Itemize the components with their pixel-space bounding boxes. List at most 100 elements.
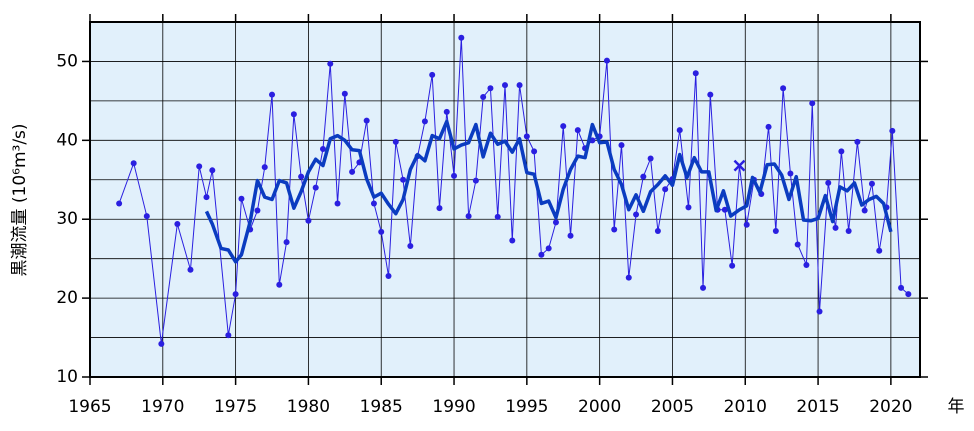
x-tick-label: 1990 — [432, 397, 475, 417]
point-marker — [209, 167, 216, 174]
point-marker — [385, 273, 392, 280]
point-marker — [662, 186, 669, 193]
point-marker — [443, 108, 450, 115]
y-tick-label: 40 — [56, 130, 78, 150]
point-marker — [400, 176, 407, 183]
point-marker — [349, 168, 356, 175]
point-marker — [531, 148, 538, 155]
y-tick-label: 50 — [56, 51, 78, 71]
point-marker — [640, 173, 647, 180]
point-marker — [509, 237, 516, 244]
point-marker — [116, 200, 123, 207]
point-marker — [203, 194, 210, 201]
point-marker — [327, 60, 334, 67]
point-marker — [421, 118, 428, 125]
point-marker — [611, 226, 618, 233]
point-marker — [174, 220, 181, 227]
point-marker — [472, 177, 479, 184]
point-marker — [502, 82, 508, 89]
point-marker — [794, 241, 801, 248]
point-marker — [276, 281, 283, 288]
point-marker — [889, 127, 896, 134]
point-marker — [370, 200, 377, 207]
point-marker — [378, 228, 385, 235]
x-tick-label: 2015 — [796, 397, 839, 417]
point-marker — [618, 142, 625, 149]
point-marker — [765, 123, 772, 130]
point-marker — [825, 179, 832, 186]
x-tick-label: 1965 — [68, 397, 111, 417]
point-marker — [707, 91, 714, 98]
point-marker — [876, 247, 883, 254]
point-marker — [861, 207, 868, 214]
point-marker — [854, 138, 861, 145]
point-marker — [261, 164, 268, 171]
point-marker — [838, 148, 845, 155]
point-marker — [809, 100, 816, 107]
point-marker — [625, 274, 632, 281]
point-marker — [436, 205, 443, 212]
point-marker — [290, 111, 297, 118]
plot-frame — [89, 21, 921, 378]
point-marker — [832, 224, 839, 231]
y-tick-label: 20 — [56, 288, 78, 308]
point-marker — [334, 200, 341, 207]
point-marker — [700, 284, 707, 291]
point-marker — [254, 207, 261, 214]
point-marker — [676, 127, 683, 134]
x-tick-label: 2000 — [578, 397, 621, 417]
point-marker — [298, 173, 305, 180]
point-marker — [729, 262, 736, 269]
point-marker — [196, 163, 203, 170]
point-marker — [305, 217, 312, 224]
point-marker — [487, 85, 494, 92]
x-tick-label: 1970 — [141, 397, 184, 417]
point-marker — [845, 228, 852, 235]
x-axis-unit: 年 — [948, 397, 965, 417]
point-marker — [633, 211, 640, 218]
point-marker — [868, 180, 875, 187]
point-marker — [392, 138, 399, 145]
point-marker — [407, 243, 414, 250]
y-axis-label: 黒潮流量 (10⁶m³/s) — [10, 123, 30, 276]
point-marker — [552, 219, 559, 226]
point-marker — [480, 93, 487, 100]
x-tick-label: 1995 — [505, 397, 548, 417]
point-marker — [341, 90, 348, 97]
point-marker — [647, 155, 654, 162]
point-marker — [143, 213, 150, 220]
point-marker — [772, 228, 779, 235]
x-tick-label: 2020 — [869, 397, 912, 417]
point-marker — [494, 213, 501, 220]
point-marker — [743, 221, 750, 228]
point-marker — [523, 133, 530, 140]
plot-background — [90, 22, 920, 377]
point-marker — [574, 127, 581, 134]
point-marker — [451, 172, 458, 179]
point-marker — [545, 245, 552, 252]
series-line — [204, 119, 893, 264]
point-marker — [130, 160, 137, 167]
point-marker — [803, 261, 810, 268]
point-marker — [269, 91, 276, 98]
x-tick-label: 1980 — [287, 397, 330, 417]
point-marker — [898, 284, 905, 291]
y-tick-label: 10 — [56, 367, 78, 387]
point-marker — [567, 232, 574, 239]
point-marker — [721, 206, 728, 213]
point-marker — [692, 70, 699, 77]
point-marker — [905, 291, 912, 298]
y-tick-label: 30 — [56, 209, 78, 229]
point-marker — [465, 213, 472, 220]
cross-marker — [733, 159, 746, 172]
x-tick-label: 1985 — [360, 397, 403, 417]
point-marker — [187, 266, 194, 273]
x-tick-label: 2005 — [651, 397, 694, 417]
point-marker — [787, 170, 794, 177]
plot-area — [89, 22, 920, 378]
point-marker — [363, 117, 370, 124]
point-marker — [429, 71, 436, 78]
point-marker — [225, 332, 232, 339]
x-tick-label: 1975 — [214, 397, 257, 417]
